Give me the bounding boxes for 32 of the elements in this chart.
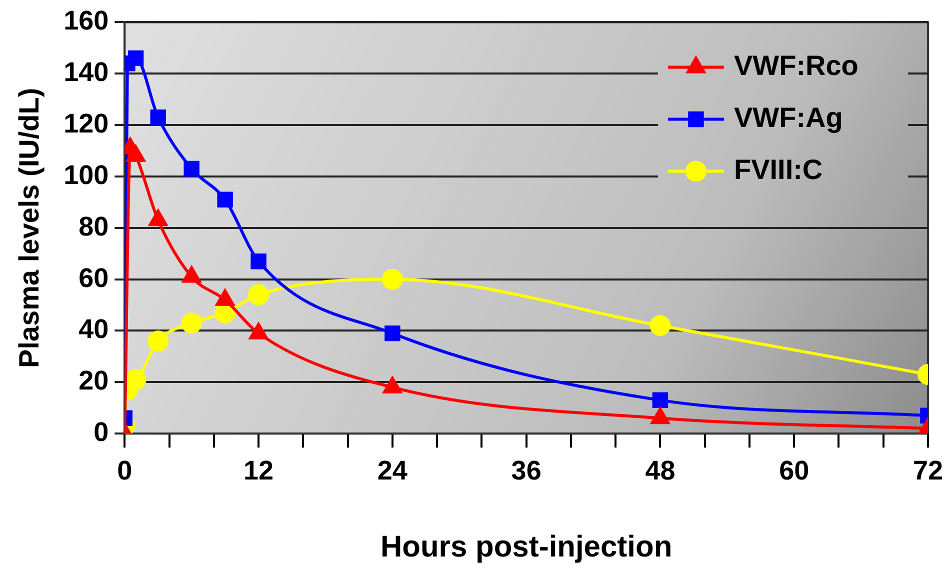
y-axis-title: Plasma levels (IU/dL) xyxy=(14,88,45,368)
x-axis-title: Hours post-injection xyxy=(380,530,672,564)
point xyxy=(128,50,144,66)
x-tick-label: 12 xyxy=(244,455,274,486)
y-tick-label: 140 xyxy=(64,57,109,88)
point xyxy=(250,253,266,270)
point xyxy=(217,192,233,208)
x-tick-label: 60 xyxy=(779,455,810,486)
x-tick-label: 48 xyxy=(645,455,676,486)
y-tick-label: 40 xyxy=(78,314,109,344)
y-tick-label: 60 xyxy=(78,262,109,293)
point xyxy=(384,325,400,342)
y-tick-label: 20 xyxy=(78,366,109,396)
point xyxy=(148,330,169,352)
y-tick-label: 160 xyxy=(64,6,109,36)
y-tick-label: 0 xyxy=(94,417,109,448)
point xyxy=(181,312,202,334)
x-tick-label: 24 xyxy=(377,455,408,486)
legend-label: VWF:Ag xyxy=(734,102,843,133)
legend-label: VWF:Rco xyxy=(734,50,858,81)
y-tick-label: 120 xyxy=(64,108,109,139)
point xyxy=(382,268,403,290)
legend-label: FVIII:C xyxy=(734,154,823,185)
x-tick-label: 36 xyxy=(511,455,542,486)
point xyxy=(125,369,146,390)
point xyxy=(248,284,270,306)
y-tick-label: 100 xyxy=(64,160,109,190)
point xyxy=(184,160,200,177)
x-tick-label: 0 xyxy=(117,455,132,486)
x-tick-label: 72 xyxy=(912,455,944,486)
point xyxy=(150,109,166,126)
y-tick-label: 80 xyxy=(78,211,109,242)
